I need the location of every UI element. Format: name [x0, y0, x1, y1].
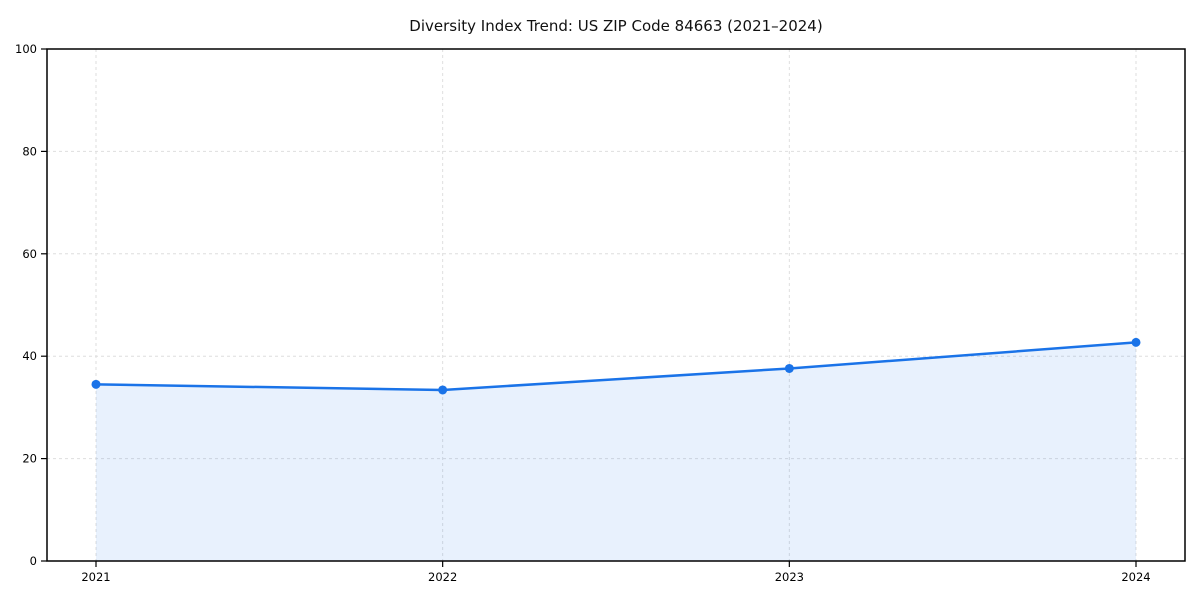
area-fill	[96, 342, 1136, 561]
axes	[41, 48, 1186, 567]
x-tick-label: 2021	[81, 570, 110, 584]
data-point	[1131, 337, 1141, 347]
x-tick-label: 2023	[775, 570, 804, 584]
chart-title: Diversity Index Trend: US ZIP Code 84663…	[409, 17, 822, 35]
x-tick-label: 2022	[428, 570, 457, 584]
y-tick-label: 20	[22, 452, 37, 466]
area-fill-path	[96, 342, 1136, 561]
tick-labels: 0 20 40 60 80 100 2021 2022 2023 2024	[15, 42, 1151, 584]
data-point	[438, 385, 448, 395]
y-tick-label: 100	[15, 42, 37, 56]
x-tick-label: 2024	[1121, 570, 1150, 584]
y-tick-label: 0	[30, 554, 37, 568]
data-series	[91, 337, 1141, 395]
plot-frame	[46, 48, 1186, 562]
data-point	[91, 379, 101, 389]
y-tick-label: 40	[22, 349, 37, 363]
y-tick-label: 80	[22, 144, 37, 158]
series-line	[94, 341, 1138, 392]
data-point	[784, 363, 794, 373]
y-tick-label: 60	[22, 247, 37, 261]
